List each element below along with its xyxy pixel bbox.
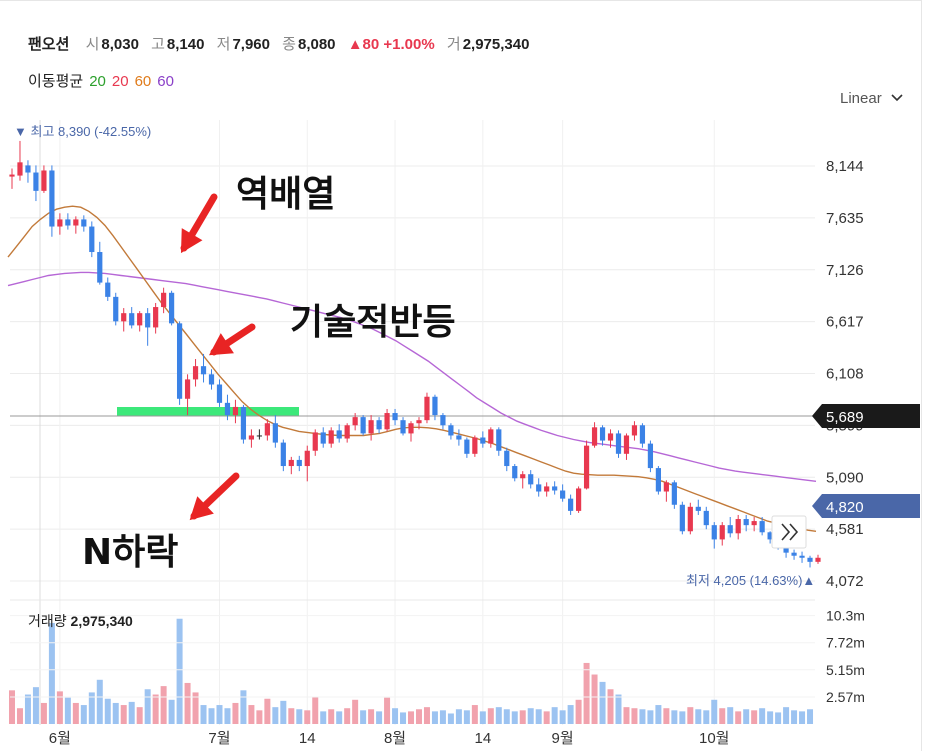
low-value: 7,960 (232, 36, 270, 53)
ma-period-3: 60 (134, 73, 152, 90)
volume-label: 거 (446, 36, 461, 53)
stock-name: 팬오션 (28, 36, 70, 53)
high-value: 8,140 (166, 36, 205, 53)
low-label: 저 (216, 36, 231, 53)
scale-mode-label: Linear (840, 90, 882, 107)
moving-average-legend[interactable]: 이동평균 20 20 60 60 (28, 70, 174, 91)
high-label: 고 (151, 36, 165, 53)
price-summary: 팬오션 시 8,030 고 8,140 저 7,960 종 8,080 ▲80 +1.0… (28, 33, 537, 54)
scale-mode-dropdown[interactable]: Linear (840, 90, 903, 107)
ma-period-2: 20 (111, 73, 129, 90)
close-value: 8,080 (297, 36, 336, 53)
moving-average-label: 이동평균 (28, 73, 84, 90)
ma-period-4: 60 (157, 73, 174, 90)
open-value: 8,030 (101, 36, 139, 53)
volume-value: 2,975,340 (462, 36, 530, 53)
change-value: ▲80 +1.00% (347, 36, 435, 53)
open-label: 시 (85, 36, 100, 53)
chevron-down-icon (891, 94, 903, 102)
close-label: 종 (282, 36, 296, 53)
ma-period-1: 20 (89, 73, 106, 90)
